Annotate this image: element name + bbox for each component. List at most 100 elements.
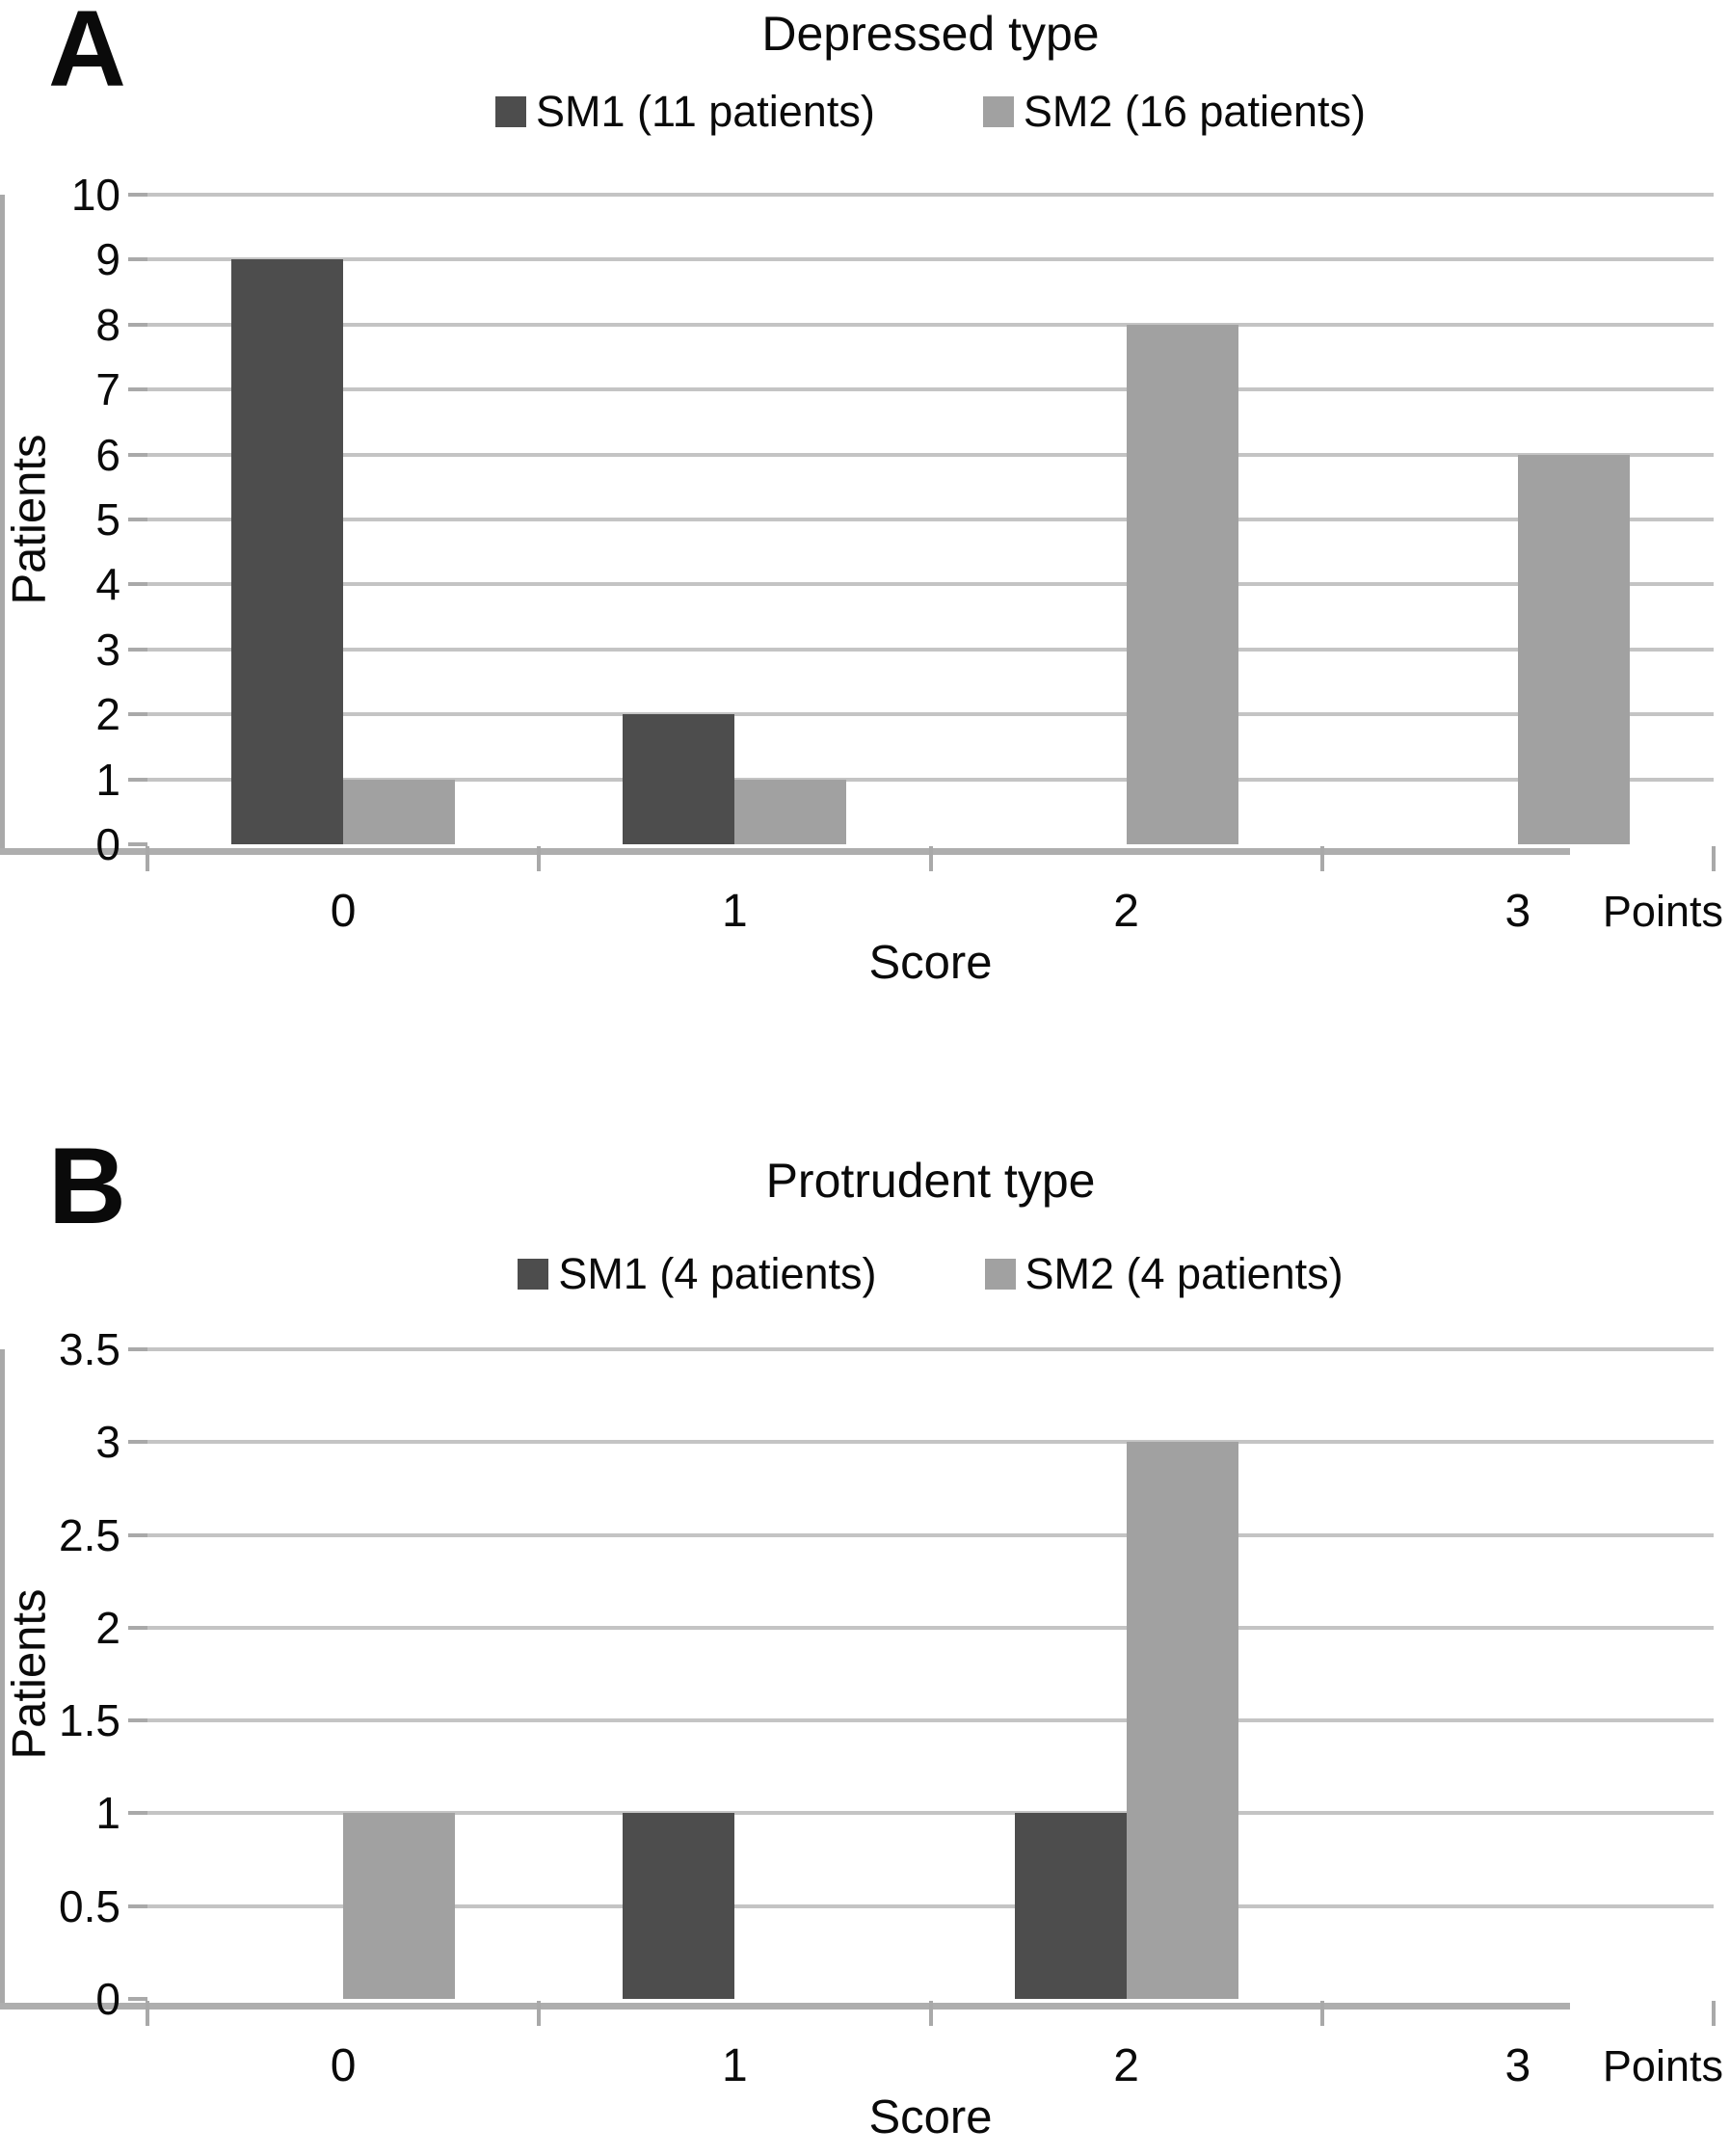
x-axis-tick <box>928 2001 933 2026</box>
panel-b-chart: 0 0.5 1 1.5 2 2.5 3 3.5 0 1 2 3 Points Score Patients <box>0 1324 1730 2156</box>
panel-a-letter: A <box>48 0 126 109</box>
x-unit-label: Points <box>1602 2041 1723 2090</box>
y-tick-label: 6 <box>95 429 120 480</box>
panel-a-title: Depressed type <box>761 7 1100 61</box>
sm1-swatch <box>495 96 526 127</box>
x-axis-tick <box>1319 2001 1324 2026</box>
gridline <box>147 647 1714 652</box>
panel-b-title: Protrudent type <box>765 1154 1096 1208</box>
bar-a-sm1-score-1 <box>623 714 735 844</box>
y-tick-label: 1 <box>95 754 120 805</box>
y-axis-tick <box>128 777 147 782</box>
y-axis-tick <box>128 1997 147 2001</box>
y-axis-tick <box>128 712 147 717</box>
x-axis-title: Score <box>868 937 993 989</box>
gridline <box>147 712 1714 717</box>
bar-a-sm2-score-1 <box>734 779 847 844</box>
gridline <box>147 387 1714 392</box>
panel-b-letter: B <box>48 1126 126 1246</box>
legend-item-sm2: SM2 (16 patients) <box>982 87 1366 137</box>
y-tick-label: 5 <box>95 494 120 545</box>
x-tick-label: 1 <box>722 886 748 937</box>
y-axis-tick <box>128 193 147 197</box>
bar-b-sm2-score-0 <box>343 1813 456 1999</box>
y-axis-line <box>0 1349 5 2003</box>
y-tick-label: 0 <box>95 1974 120 2024</box>
sm2-swatch <box>982 96 1014 127</box>
bar-a-sm1-score-0 <box>231 259 344 844</box>
legend-item-sm1: SM1 (11 patients) <box>495 87 875 137</box>
x-axis-tick <box>537 846 542 871</box>
x-tick-label: 3 <box>1504 886 1531 937</box>
gridline <box>147 1532 1714 1537</box>
gridline <box>147 1347 1714 1351</box>
x-axis-title: Score <box>868 2091 993 2143</box>
panel-b-legend: SM1 (4 patients) SM2 (4 patients) <box>147 1249 1714 1299</box>
y-axis-tick <box>128 842 147 846</box>
x-axis-tick <box>1712 846 1716 871</box>
gridline <box>147 777 1714 782</box>
y-axis-tick <box>128 452 147 457</box>
gridline <box>147 518 1714 521</box>
x-axis-tick <box>928 846 933 871</box>
y-axis-tick <box>128 1718 147 1723</box>
y-tick-label: 2 <box>95 689 120 740</box>
x-axis-tick <box>146 846 149 871</box>
sm2-swatch <box>984 1259 1016 1290</box>
y-axis-tick <box>128 1440 147 1445</box>
y-tick-label: 7 <box>95 364 120 415</box>
legend-item-sm2: SM2 (4 patients) <box>984 1249 1344 1299</box>
x-axis-tick <box>146 2001 149 2026</box>
gridline <box>147 257 1714 262</box>
x-tick-label: 2 <box>1113 886 1139 937</box>
gridline <box>147 1625 1714 1630</box>
x-tick-label: 0 <box>330 886 357 937</box>
x-tick-label: 3 <box>1504 2040 1531 2091</box>
y-tick-label: 0 <box>95 819 120 869</box>
x-unit-label: Points <box>1602 887 1723 936</box>
y-axis-tick <box>128 322 147 327</box>
gridline <box>147 452 1714 457</box>
y-axis-title: Patients <box>0 195 60 844</box>
gridline <box>147 1440 1714 1445</box>
y-tick-label: 3 <box>95 1417 120 1468</box>
panel-b: B Protrudent type SM1 (4 patients) SM2 (… <box>0 1108 1730 2156</box>
bar-a-sm2-score-3 <box>1517 454 1630 844</box>
y-tick-label: 10 <box>70 170 120 220</box>
gridline <box>147 1811 1714 1816</box>
y-axis-title: Patients <box>0 1349 60 1999</box>
y-axis-line <box>0 195 5 848</box>
y-tick-label: 1.5 <box>59 1695 120 1746</box>
y-axis-title-text: Patients <box>4 434 56 605</box>
y-tick-label: 9 <box>95 234 120 285</box>
y-axis-tick <box>128 518 147 521</box>
legend-item-sm1: SM1 (4 patients) <box>518 1249 877 1299</box>
x-axis-tick <box>537 2001 542 2026</box>
y-axis-tick <box>128 582 147 587</box>
x-axis-line <box>0 848 1570 855</box>
x-tick-label: 2 <box>1113 2040 1139 2091</box>
bar-b-sm1-score-2 <box>1014 1813 1127 1999</box>
x-axis-tick <box>1712 2001 1716 2026</box>
y-axis-tick <box>128 647 147 652</box>
y-axis-tick <box>128 387 147 392</box>
y-tick-label: 8 <box>95 299 120 350</box>
bar-a-sm2-score-2 <box>1126 324 1238 844</box>
y-axis-tick <box>128 1625 147 1630</box>
legend-label-sm2: SM2 (16 patients) <box>1023 87 1366 136</box>
y-axis-tick <box>128 1903 147 1908</box>
gridline <box>147 193 1714 197</box>
sm1-swatch <box>518 1259 549 1290</box>
y-tick-label: 2 <box>95 1602 120 1653</box>
legend-label-sm1: SM1 (4 patients) <box>558 1249 877 1298</box>
y-axis-tick <box>128 1811 147 1816</box>
bar-a-sm2-score-0 <box>343 779 456 844</box>
y-axis-title-text: Patients <box>4 1588 56 1760</box>
panel-a-legend: SM1 (11 patients) SM2 (16 patients) <box>147 87 1714 137</box>
gridline <box>147 1903 1714 1908</box>
bar-b-sm1-score-1 <box>623 1813 735 1999</box>
x-axis-tick <box>1319 846 1324 871</box>
panel-a: A Depressed type SM1 (11 patients) SM2 (… <box>0 0 1723 989</box>
legend-label-sm1: SM1 (11 patients) <box>536 87 875 136</box>
y-tick-label: 3 <box>95 624 120 675</box>
